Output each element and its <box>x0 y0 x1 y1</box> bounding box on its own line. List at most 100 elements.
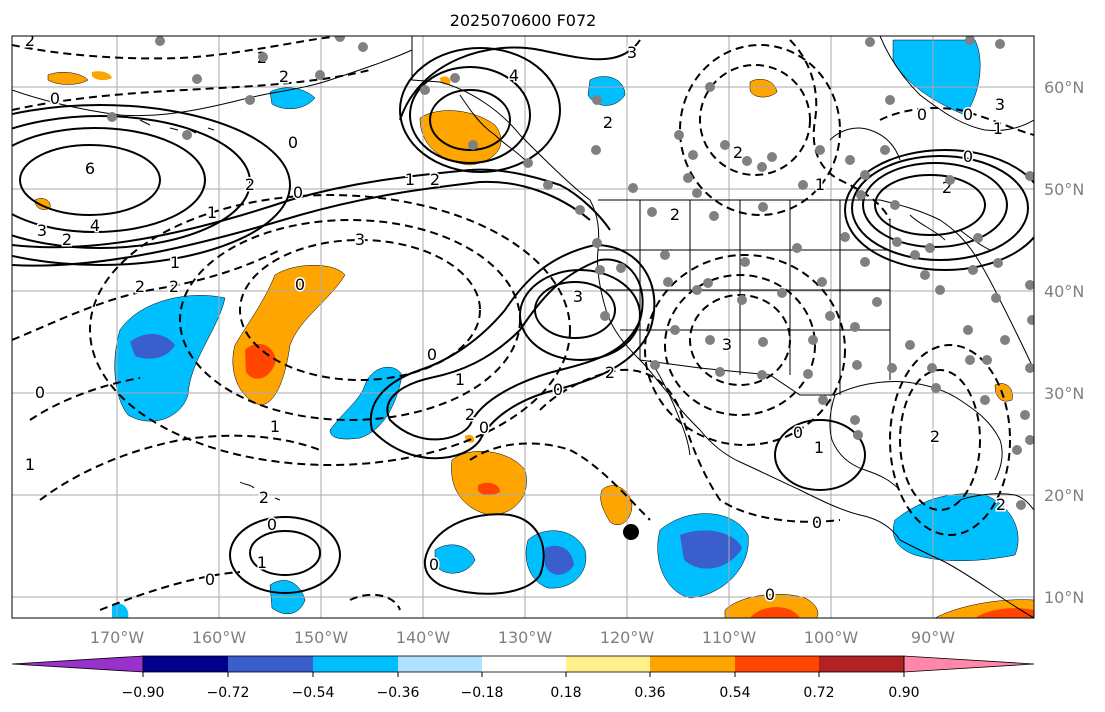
contour-label: 1 <box>814 438 824 457</box>
positive-contours <box>12 39 1034 595</box>
contour-label: 1 <box>405 170 415 189</box>
contour-labels: 0 2 6 4 3 2 0 2 0 1 2 1 3 2 2 4 2 0 3 0 … <box>23 31 1007 606</box>
lat-label-10n: 10°N <box>1044 588 1084 607</box>
contour-label: 3 <box>573 287 583 306</box>
contour-label: 0 <box>427 345 437 364</box>
contour-label: 2 <box>603 113 613 132</box>
lon-label-110w: 110°W <box>702 628 757 647</box>
contour-label: 3 <box>995 95 1005 114</box>
contour-label: 1 <box>270 417 280 436</box>
lat-label-20n: 20°N <box>1044 486 1084 505</box>
contour-label: 0 <box>35 383 45 402</box>
negative-contours <box>12 36 1034 611</box>
contour-label: 2 <box>259 488 269 507</box>
contour-label: 2 <box>135 277 145 296</box>
lon-label-150w: 150°W <box>294 628 349 647</box>
storm-center-marker <box>623 524 639 540</box>
contour-label: 1 <box>257 553 267 572</box>
lon-label-120w: 120°W <box>600 628 655 647</box>
colorbar-tick-label: 0.90 <box>888 685 919 701</box>
contour-label: 2 <box>996 495 1006 514</box>
lat-label-50n: 50°N <box>1044 180 1084 199</box>
colorbar-segment <box>819 656 904 672</box>
colorbar-segment <box>313 656 398 672</box>
contour-label: 4 <box>509 66 519 85</box>
colorbar-tick-label: −0.90 <box>122 685 165 701</box>
colorbar-segment <box>482 656 566 672</box>
lon-label-100w: 100°W <box>804 628 859 647</box>
anomaly-shading <box>34 39 1034 618</box>
colorbar: −0.90 −0.72 −0.54 −0.36 −0.18 0.18 0.36 … <box>11 655 1035 701</box>
colorbar-tick-label: 0.72 <box>803 685 834 701</box>
contour-label: 2 <box>930 427 940 446</box>
contour-label: 1 <box>993 119 1003 138</box>
contour-label: 0 <box>50 89 60 108</box>
contour-label: 2 <box>245 175 255 194</box>
contour-label: 1 <box>170 253 180 272</box>
contour-label: 2 <box>733 143 743 162</box>
contour-label: 3 <box>37 221 47 240</box>
contour-label: 1 <box>207 203 217 222</box>
map-plot-area: 0 2 6 4 3 2 0 2 0 1 2 1 3 2 2 4 2 0 3 0 … <box>12 31 1034 618</box>
colorbar-tick-label: 0.36 <box>634 685 665 701</box>
contour-label: 0 <box>553 380 563 399</box>
contour-label: 0 <box>205 570 215 589</box>
lon-label-90w: 90°W <box>911 628 955 647</box>
lat-label-30n: 30°N <box>1044 384 1084 403</box>
contour-label: 0 <box>793 423 803 442</box>
contour-label: 0 <box>812 513 822 532</box>
lat-label-40n: 40°N <box>1044 282 1084 301</box>
contour-label: 1 <box>815 175 825 194</box>
lon-label-130w: 130°W <box>498 628 553 647</box>
lat-label-60n: 60°N <box>1044 78 1084 97</box>
station-dots <box>107 36 1034 510</box>
lon-label-160w: 160°W <box>192 628 247 647</box>
colorbar-tick-label: −0.36 <box>377 685 420 701</box>
colorbar-tick-label: −0.18 <box>461 685 504 701</box>
longitude-labels: 170°W 160°W 150°W 140°W 130°W 120°W 110°… <box>90 628 955 647</box>
colorbar-segment <box>398 656 482 672</box>
lon-label-140w: 140°W <box>396 628 451 647</box>
lon-label-170w: 170°W <box>90 628 145 647</box>
contour-label: 3 <box>627 43 637 62</box>
contour-label: 2 <box>670 205 680 224</box>
contour-label: 3 <box>722 335 732 354</box>
contour-label: 2 <box>279 67 289 86</box>
contour-label: 2 <box>169 277 179 296</box>
colorbar-segment <box>735 656 819 672</box>
colorbar-segment <box>143 656 228 672</box>
contour-label: 2 <box>605 363 615 382</box>
colorbar-tick-label: −0.72 <box>207 685 250 701</box>
map-title: 2025070600 F072 <box>450 11 597 30</box>
colorbar-segment <box>228 656 313 672</box>
contour-label: 0 <box>479 418 489 437</box>
contour-label: 2 <box>430 170 440 189</box>
contour-label: 1 <box>455 370 465 389</box>
colorbar-tick-label: 0.18 <box>550 685 581 701</box>
contour-label: 4 <box>90 216 100 235</box>
colorbar-segment <box>650 656 735 672</box>
contour-label: 0 <box>295 275 305 294</box>
colorbar-segment <box>566 656 650 672</box>
contour-label: 0 <box>917 105 927 124</box>
contour-label: 2 <box>62 230 72 249</box>
colorbar-right-extend <box>903 655 1035 673</box>
contour-label: 0 <box>267 515 277 534</box>
contour-label: 0 <box>963 105 973 124</box>
colorbar-left-extend <box>11 655 144 673</box>
contour-label: 0 <box>293 183 303 202</box>
colorbar-tick-label: 0.54 <box>719 685 750 701</box>
contour-label: 0 <box>765 585 775 604</box>
contour-label: 0 <box>288 133 298 152</box>
map-frame <box>11 35 1035 619</box>
contour-label: 0 <box>963 147 973 166</box>
contour-label: 3 <box>355 230 365 249</box>
latitude-labels: 60°N 50°N 40°N 30°N 20°N 10°N <box>1044 78 1084 607</box>
contour-label: 6 <box>85 159 95 178</box>
contour-label: 2 <box>465 405 475 424</box>
contour-label: 2 <box>25 31 35 50</box>
contour-label: 0 <box>429 555 439 574</box>
contour-label: 1 <box>25 455 35 474</box>
colorbar-tick-label: −0.54 <box>292 685 335 701</box>
